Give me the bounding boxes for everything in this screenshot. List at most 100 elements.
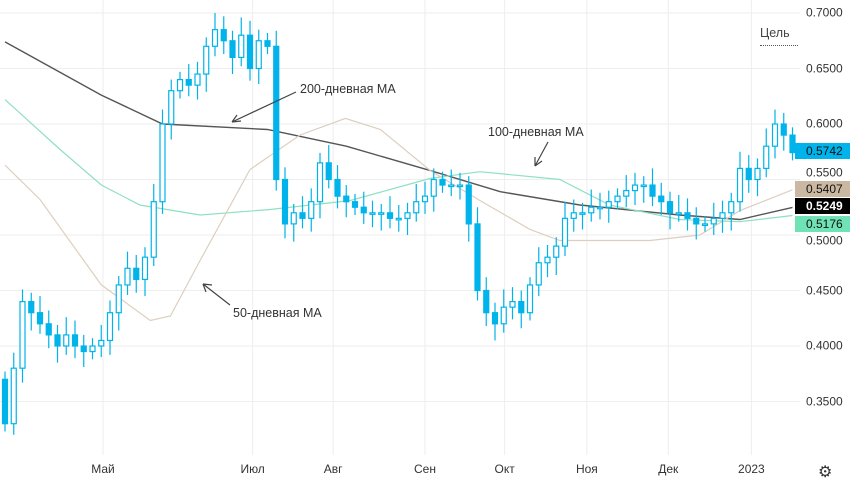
candle-body [246,34,254,70]
y-tick-label: 0.5000 [806,233,843,248]
candle-body [579,212,586,215]
x-tick-label: Ноя [575,462,598,476]
candle-body [28,301,35,314]
candle-body [159,123,166,203]
candle-body [701,223,709,226]
candle-body [518,301,525,314]
y-tick-label: 0.6500 [806,61,843,75]
candle-body [80,345,87,353]
candle-body [308,201,315,219]
candle-body [666,201,674,214]
candle-body [360,206,367,214]
candle-body [544,256,551,264]
candle-body [290,212,297,225]
x-tick-label: Авг [323,462,343,476]
candle-body [605,201,612,208]
candle-body [1,378,9,425]
candle-body [745,167,752,181]
annotation-arrow-50 [202,283,231,306]
candle-body [404,212,411,219]
candle-body [229,40,236,58]
candle-body [141,256,149,281]
candle-body [614,195,621,203]
candle-body [413,201,420,214]
candle-body [728,201,735,214]
candle-body [369,212,376,215]
candle-body [421,195,429,203]
candle-body [763,145,770,169]
x-tick-label: Май [91,462,115,476]
candle-body [115,284,122,314]
candle-body [45,323,52,336]
candle-body [203,45,210,75]
candle-body [500,306,507,325]
candle-body [623,190,630,197]
candle-body [649,184,656,197]
y-tick-label: 0.4500 [806,283,843,297]
candle-body [36,312,44,325]
price-tag: 0.5249 [795,198,850,214]
candle-body [150,201,157,258]
y-tick-label: 0.3500 [806,394,843,408]
annotation-200-day-ma: 200-дневная MA [300,82,396,96]
candle-body [176,78,184,92]
candle-body [596,206,604,210]
candle-body [456,184,464,188]
x-tick-label: Июл [240,462,265,476]
candle-body [54,334,61,347]
candle-body [19,301,26,369]
candle-body [220,29,227,42]
candle-body [430,178,437,197]
candle-body [343,195,350,203]
candle-body [211,29,219,47]
candle-body [106,312,114,342]
candle-body [71,334,79,347]
candle-body [736,167,744,203]
candle-body [719,212,726,219]
candle-body [395,217,402,221]
x-tick-label: 2023 [738,462,765,476]
price-tag: 0.5176 [795,216,850,232]
candle-body [185,78,192,86]
candle-body [10,367,17,425]
candle-body [570,212,577,219]
target-label[interactable]: Цель [760,26,798,46]
annotation-arrow-200 [231,91,297,123]
candle-body [255,40,262,70]
candle-body [273,45,280,181]
candle-body [325,162,332,181]
candle-body [561,217,569,247]
y-tick-label: 0.6000 [806,116,843,131]
annotation-100-day-ma: 100-дневная MA [488,125,584,139]
annotation-arrow-100 [534,141,549,167]
candle-body [316,162,324,203]
annotation-50-day-ma: 50-дневная MA [233,306,322,320]
candle-body [334,178,341,197]
candle-body [238,34,245,59]
candle-body [168,90,175,125]
price-tag: 0.5742 [795,143,850,159]
candle-body [675,212,682,215]
candle-body [448,184,455,188]
candle-body [754,167,761,181]
candle-body [465,184,472,225]
candle-body [299,212,306,219]
candle-body [124,267,131,286]
gear-icon[interactable]: ⚙ [818,464,833,481]
candle-body [63,334,70,347]
candle-body [588,206,595,214]
candle-body [710,217,717,225]
x-tick-label: Окт [494,462,515,476]
candle-body [631,184,639,192]
candle-body [658,195,665,203]
candle-body [474,223,481,292]
candle-body [89,345,96,353]
candle-body [535,262,542,286]
y-tick-label: 0.5500 [806,165,843,179]
candle-body [351,201,359,208]
candle-body [693,217,700,225]
candle-body [491,312,499,325]
candle-body [281,178,289,225]
candle-body [771,123,779,147]
